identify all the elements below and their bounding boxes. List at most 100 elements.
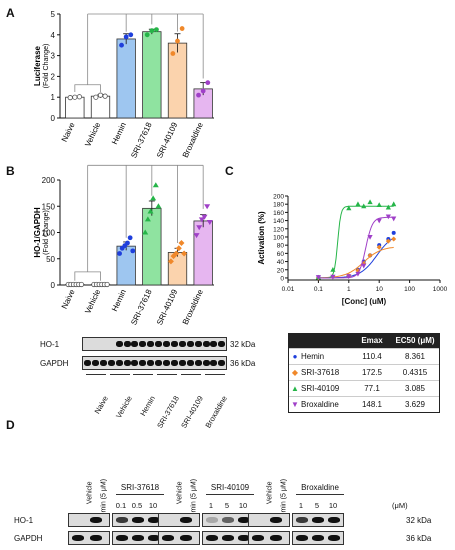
blot-b-gapdh-band <box>131 360 139 366</box>
b-bar-1 <box>90 284 111 286</box>
blot-d-ho1-strip-control <box>248 513 290 527</box>
a-xtick-label: SRI-37618 <box>129 121 154 160</box>
b-point <box>70 281 77 288</box>
b-point <box>167 258 174 265</box>
c-point <box>315 275 321 280</box>
blot-b-gapdh-band <box>210 360 218 366</box>
c-point <box>330 274 336 280</box>
a-point <box>102 93 108 99</box>
c-curve-SRI-40109 <box>318 205 394 279</box>
blot-b-ho1-strip <box>82 337 227 351</box>
b-point <box>76 281 82 288</box>
c-point <box>391 201 397 207</box>
blot-d-ho1-band <box>296 517 308 523</box>
a-xtick-label: Vehicle <box>83 121 102 149</box>
b-point <box>104 281 110 288</box>
table-cell-emax: 172.5 <box>361 368 383 377</box>
c-point <box>361 203 367 209</box>
b-point <box>130 248 136 254</box>
blot-b-gapdh-band <box>155 360 163 366</box>
b-point <box>117 251 122 256</box>
a-point <box>196 92 201 98</box>
blot-d-gapdh-band <box>296 535 308 541</box>
blot-b-ho1-band <box>218 341 226 347</box>
b-point <box>198 217 205 223</box>
a-ylabel: Luciferase <box>33 45 42 86</box>
b-xtick-label: Hemin <box>110 288 128 313</box>
b-point <box>96 281 102 288</box>
c-ytick-label: 120 <box>273 226 284 233</box>
c-point <box>376 218 382 224</box>
c-point <box>377 243 382 248</box>
c-xtick-label: 1 <box>347 286 351 293</box>
c-point <box>346 273 351 278</box>
a-point <box>128 32 134 38</box>
ec50-table: Emax EC50 (μM) ● Hemin 110.4 8.361 ◆ SRI-3761… <box>288 333 440 413</box>
c-xtick-label: 0.1 <box>314 286 323 293</box>
blot-b-ho1-band <box>147 341 155 347</box>
a-point <box>200 88 206 94</box>
blot-d-ho1-band <box>90 517 102 523</box>
b-point <box>91 281 97 288</box>
b-point <box>147 208 154 214</box>
blot-b-ho1-band <box>163 341 170 347</box>
table-cell-ec50: 3.085 <box>404 384 426 393</box>
table-row: ▼ Broxaldine 148.1 3.629 <box>289 396 439 412</box>
ec50-table-header: Emax EC50 (μM) <box>289 334 439 348</box>
b-bar-5 <box>193 220 213 286</box>
b-point <box>152 182 159 188</box>
c-point <box>330 274 335 279</box>
b-bracket-control <box>74 271 101 281</box>
c-ytick-label: 160 <box>273 210 284 217</box>
b-point <box>65 281 71 288</box>
blot-b-ho1-band <box>202 341 210 347</box>
c-ylabel: Activation (%) <box>257 211 266 265</box>
blot-b-gapdh-band <box>84 360 91 366</box>
b-point <box>155 203 162 209</box>
c-point <box>316 275 321 280</box>
a-bar-1 <box>90 95 111 119</box>
a-bar-2 <box>116 38 136 119</box>
b-ylabel: HO-1/GAPDH <box>33 207 42 257</box>
blot-b-gapdh-band <box>123 360 131 366</box>
a-bar-5 <box>193 88 213 119</box>
c-point <box>368 253 373 258</box>
blot-d-gapdh-band <box>238 535 250 541</box>
c-point <box>361 263 367 269</box>
b-point <box>175 245 182 252</box>
c-xtick-label: 100 <box>404 286 415 293</box>
blot-b-ho1-band <box>194 341 202 347</box>
blot-d-ho1-band <box>222 517 234 523</box>
blot-d-ho1-strip-control <box>158 513 200 527</box>
blot-b-lane-bar <box>133 374 154 375</box>
blot-d-dose-label: 0.5 <box>131 501 143 510</box>
c-point <box>361 261 367 267</box>
b-bar-4 <box>167 252 188 286</box>
c-point <box>367 234 373 240</box>
a-ytick-label: 4 <box>51 31 56 40</box>
c-point <box>355 201 361 207</box>
b-point <box>68 281 74 288</box>
b-point <box>201 214 208 220</box>
blot-d-dose-label: 0.1 <box>115 501 127 510</box>
a-ytick-label: 3 <box>51 52 56 61</box>
blot-b-ho1-band <box>186 341 194 347</box>
b-point <box>78 281 85 288</box>
panel-d-label: D <box>6 418 15 432</box>
b-point <box>99 281 105 288</box>
blot-d-gapdh-band <box>180 535 192 541</box>
a-point <box>205 80 211 86</box>
a-ytick-label: 2 <box>51 72 56 81</box>
table-cell-ec50: 3.629 <box>404 400 426 409</box>
b-xtick-label: Vehicle <box>83 288 102 316</box>
c-point <box>315 275 321 281</box>
table-header-emax: Emax <box>361 336 383 345</box>
a-xtick-label: Broxaldine <box>181 121 205 160</box>
blot-d-gapdh-band <box>252 535 264 541</box>
blot-d-compound-label: Broxaldine <box>301 483 339 492</box>
b-point <box>127 235 133 241</box>
b-point <box>173 250 180 257</box>
blot-b-lane-bar <box>86 374 106 375</box>
c-ytick-label: 100 <box>273 234 284 241</box>
table-cell-name: SRI-37618 <box>301 368 340 377</box>
